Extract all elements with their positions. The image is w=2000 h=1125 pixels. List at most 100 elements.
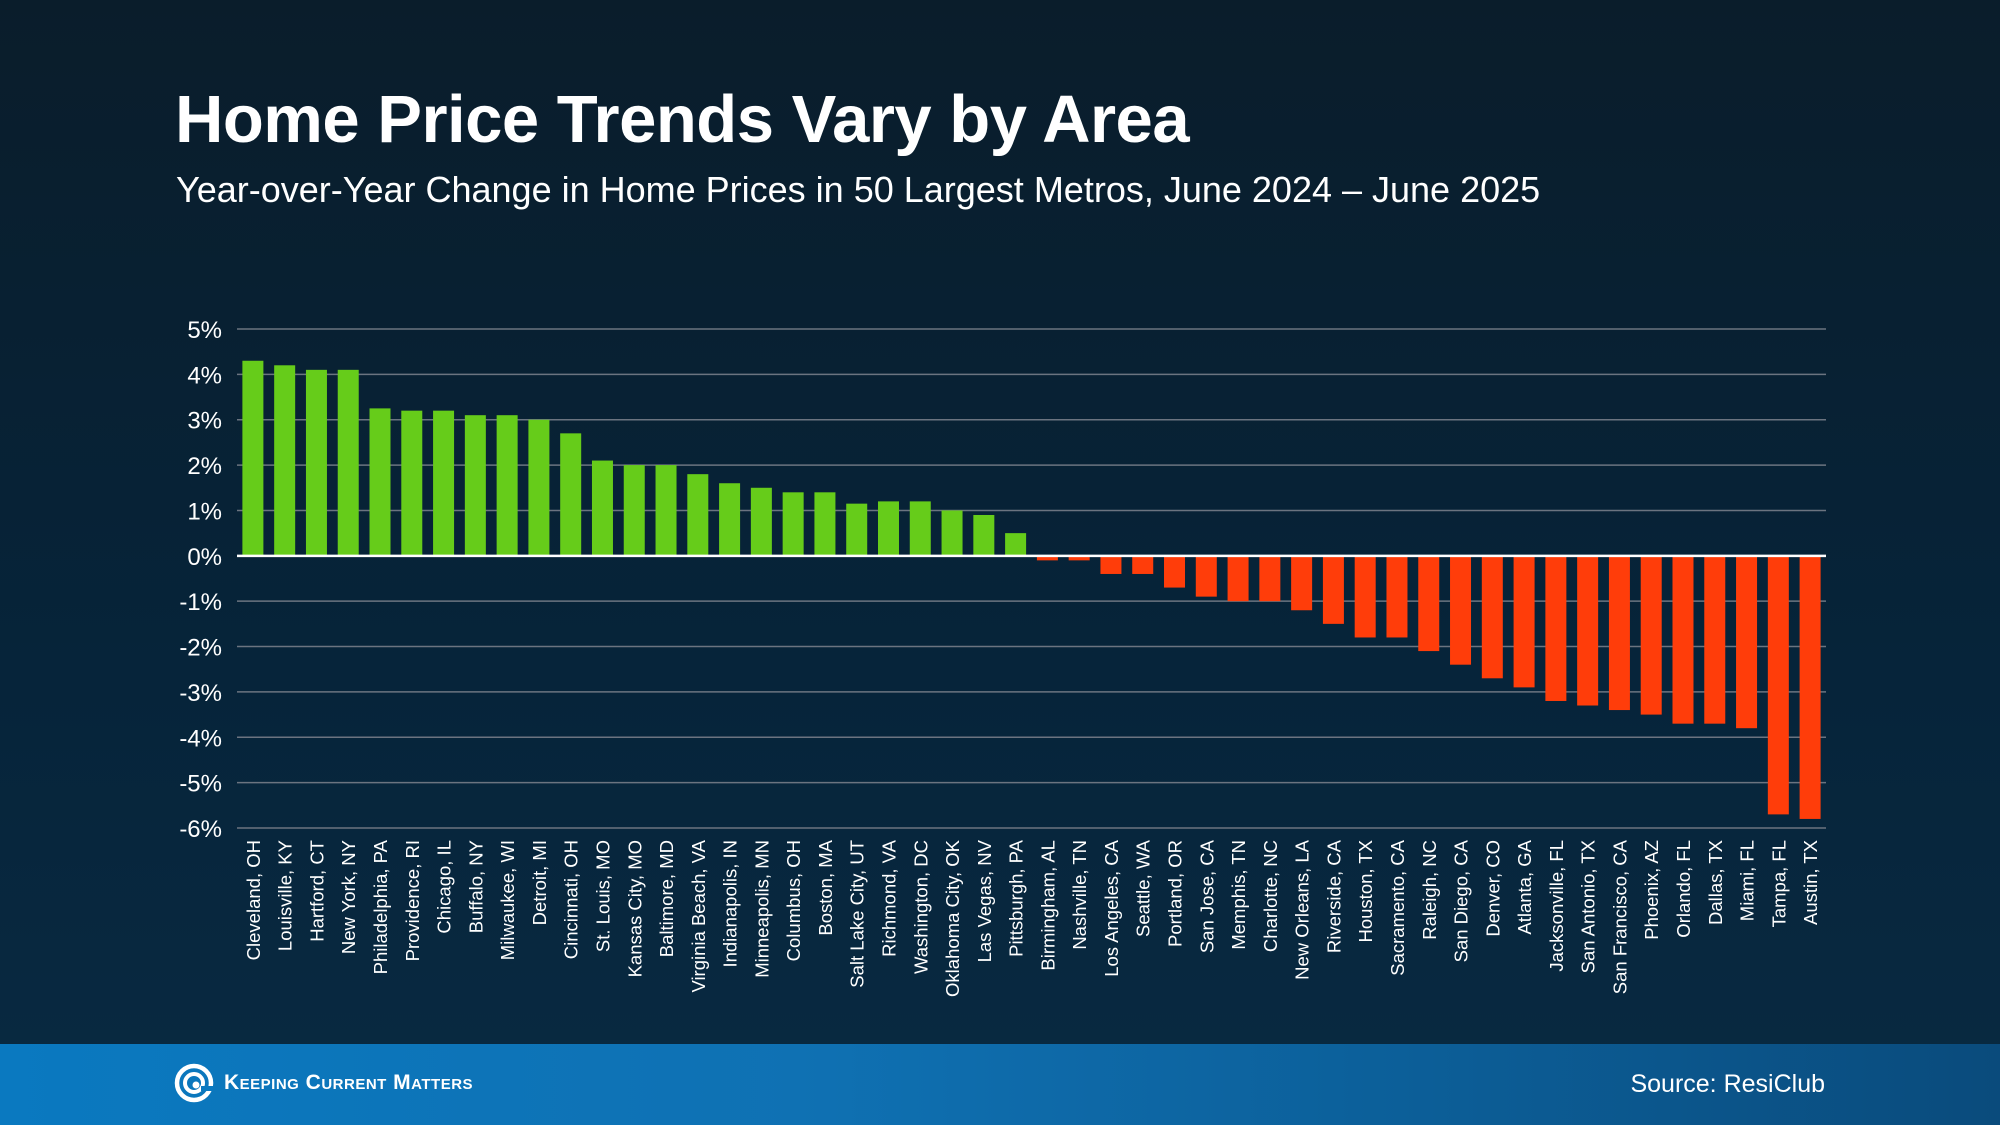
chart-title: Home Price Trends Vary by Area — [175, 82, 1190, 157]
kcm-logo: Keeping Current Matters — [174, 1063, 473, 1103]
bar — [369, 408, 391, 556]
bar — [1767, 555, 1789, 815]
y-tick-label: 4% — [187, 362, 222, 389]
x-category-label: Buffalo, NY — [465, 840, 486, 933]
bar — [496, 415, 518, 556]
y-tick-label: -4% — [179, 725, 222, 752]
x-category-label: Milwaukee, WI — [497, 840, 518, 960]
x-category-label: Salt Lake City, UT — [847, 840, 868, 988]
x-category-label: Atlanta, GA — [1514, 839, 1535, 934]
x-category-label: Washington, DC — [910, 840, 931, 974]
bar — [1418, 555, 1440, 652]
bar — [1481, 555, 1503, 679]
bar — [1799, 555, 1821, 819]
y-tick-label: -6% — [179, 816, 222, 843]
x-category-label: Pittsburgh, PA — [1006, 839, 1027, 957]
x-category-label: Jacksonville, FL — [1546, 840, 1567, 972]
bar — [655, 465, 677, 556]
bar — [1227, 555, 1249, 602]
bar — [1259, 555, 1281, 602]
x-category-label: Philadelphia, PA — [370, 839, 391, 974]
x-category-label: Houston, TX — [1355, 840, 1376, 943]
bar — [1195, 555, 1217, 597]
bar — [1068, 555, 1090, 561]
bar — [401, 410, 423, 556]
bar — [1513, 555, 1535, 688]
x-category-label: San Antonio, TX — [1578, 840, 1599, 973]
x-category-label: Charlotte, NC — [1260, 840, 1281, 952]
bar — [528, 419, 550, 556]
bar — [1704, 555, 1726, 724]
x-category-label: New Orleans, LA — [1292, 839, 1313, 979]
x-category-label: Chicago, IL — [434, 840, 455, 934]
x-category-label: New York, NY — [338, 840, 359, 954]
bar — [1005, 533, 1027, 556]
x-category-label: Los Angeles, CA — [1101, 839, 1122, 976]
y-tick-label: -5% — [179, 771, 222, 798]
bar — [560, 433, 582, 556]
bar — [1164, 555, 1186, 588]
bar — [687, 474, 709, 556]
x-category-label: Orlando, FL — [1673, 840, 1694, 938]
bar — [750, 487, 772, 556]
x-category-label: Hartford, CT — [306, 840, 327, 942]
bar — [719, 483, 741, 556]
bar — [909, 501, 931, 556]
bar — [623, 465, 645, 556]
y-tick-label: 1% — [187, 498, 222, 525]
bar — [1672, 555, 1694, 724]
bar — [814, 492, 836, 556]
x-category-label: Oklahoma City, OK — [942, 839, 963, 997]
bar — [846, 503, 868, 556]
y-tick-label: 5% — [187, 317, 222, 344]
x-category-label: Portland, OR — [1165, 840, 1186, 947]
y-tick-label: 2% — [187, 453, 222, 480]
bar — [1132, 555, 1154, 574]
bar — [1291, 555, 1313, 611]
x-category-label: Boston, MA — [815, 839, 836, 935]
x-category-label: Riverside, CA — [1323, 839, 1344, 953]
x-category-label: Memphis, TN — [1228, 840, 1249, 950]
x-category-label: San Francisco, CA — [1609, 839, 1630, 994]
logo-text: Keeping Current Matters — [224, 1071, 474, 1094]
bar — [782, 492, 804, 556]
x-category-label: Virginia Beach, VA — [688, 839, 709, 992]
bar — [1608, 555, 1630, 711]
y-tick-label: -3% — [179, 680, 222, 707]
x-category-label: Cleveland, OH — [243, 840, 264, 960]
x-category-label: Minneapolis, MN — [751, 840, 772, 978]
x-category-label: Las Vegas, NV — [974, 839, 995, 962]
x-category-label: Austin, TX — [1800, 840, 1821, 925]
x-category-label: San Diego, CA — [1451, 839, 1472, 962]
bar — [1354, 555, 1376, 638]
bar — [1386, 555, 1408, 638]
bar — [433, 410, 455, 556]
logo-swirl-icon — [174, 1063, 214, 1103]
source-label: Source: ResiClub — [1630, 1070, 1825, 1098]
chart-subtitle: Year-over-Year Change in Home Prices in … — [176, 169, 1541, 210]
bar — [941, 510, 963, 556]
bar — [337, 369, 359, 556]
bar — [274, 365, 296, 556]
y-tick-label: -1% — [179, 589, 222, 616]
y-tick-label: -2% — [179, 635, 222, 662]
x-category-label: Indianapolis, IN — [720, 840, 741, 968]
bar — [1640, 555, 1662, 715]
bar — [305, 369, 327, 556]
bar-chart: 5% 4% 3% 2% 1% 0% -1% -2% -3% -4% -5% -6% Cleveland,… — [179, 317, 1826, 997]
bar — [973, 514, 995, 556]
y-tick-label: 3% — [187, 408, 222, 435]
bar — [1100, 555, 1122, 574]
footer-bar: Keeping Current Matters Source: ResiClub — [0, 1044, 2000, 1125]
x-category-label: Nashville, TN — [1069, 840, 1090, 950]
x-category-label: Raleigh, NC — [1419, 840, 1440, 940]
x-category-label: Dallas, TX — [1705, 840, 1726, 925]
bar — [1450, 555, 1472, 665]
x-category-label: Cincinnati, OH — [561, 840, 582, 959]
bar — [1577, 555, 1599, 706]
x-category-label: Sacramento, CA — [1387, 839, 1408, 975]
bar — [242, 360, 264, 556]
bar — [591, 460, 613, 556]
x-category-label: Baltimore, MD — [656, 840, 677, 957]
x-category-label: Seattle, WA — [1133, 839, 1154, 937]
